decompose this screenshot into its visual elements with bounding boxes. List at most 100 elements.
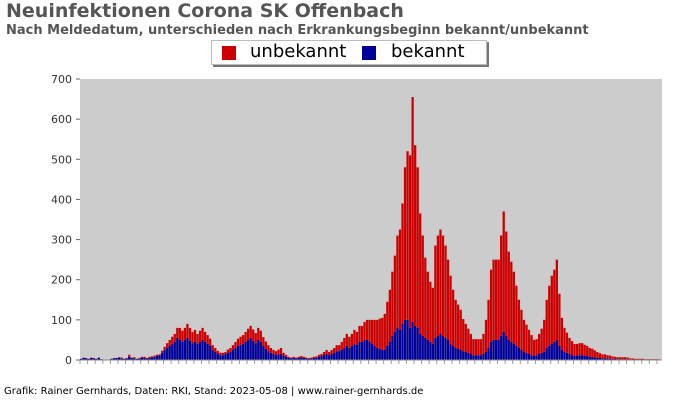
bar-bekannt <box>315 357 318 360</box>
bar-bekannt <box>403 319 407 360</box>
bar-bekannt <box>611 358 614 360</box>
bar-bekannt <box>168 345 171 360</box>
bar-bekannt <box>543 351 546 360</box>
bar-bekannt <box>155 355 159 360</box>
bar-bekannt <box>426 339 429 360</box>
bar-unbekannt <box>191 331 194 344</box>
bar-unbekannt <box>426 271 429 340</box>
bar-bekannt <box>236 345 240 360</box>
bar-bekannt <box>130 357 133 360</box>
bar-bekannt <box>272 353 275 360</box>
bar-unbekannt <box>272 349 275 354</box>
bar-unbekannt <box>406 151 409 320</box>
bar-bekannt <box>540 352 543 360</box>
bar-bekannt <box>117 357 121 360</box>
bar-unbekannt <box>431 287 435 344</box>
bar-unbekannt <box>264 341 267 349</box>
bar-bekannt <box>500 335 503 360</box>
bar-bekannt <box>292 357 295 360</box>
bar-unbekannt <box>454 299 457 348</box>
bar-unbekannt <box>181 330 184 342</box>
bar-unbekannt <box>634 358 637 360</box>
bar-bekannt <box>320 355 323 360</box>
bar-bekannt <box>345 345 348 360</box>
bar-bekannt <box>87 358 90 360</box>
bar-bekannt <box>596 357 599 360</box>
bars-group <box>80 97 660 360</box>
bar-unbekannt <box>128 354 131 357</box>
bar-unbekannt <box>320 353 323 356</box>
bar-bekannt <box>188 340 192 360</box>
bar-bekannt <box>284 356 288 360</box>
bar-unbekannt <box>555 259 558 340</box>
bar-unbekannt <box>290 357 293 359</box>
bar-unbekannt <box>284 354 288 357</box>
y-axis: 0 100 200 300 400 500 600 700 <box>51 73 80 367</box>
bar-bekannt <box>520 349 523 360</box>
bar-unbekannt <box>477 339 480 356</box>
bar-bekannt <box>355 344 359 360</box>
bar-unbekannt <box>166 343 169 348</box>
legend-swatch-bekannt <box>362 46 376 60</box>
bar-bekannt <box>97 357 100 360</box>
bar-unbekannt <box>378 318 381 349</box>
bar-unbekannt <box>350 333 354 346</box>
chart-title: Neuinfektionen Corona SK Offenbach <box>6 0 404 22</box>
bar-bekannt <box>198 341 202 360</box>
bar-unbekannt <box>317 354 321 357</box>
bar-bekannt <box>287 357 290 360</box>
bar-bekannt <box>494 339 498 360</box>
bar-bekannt <box>183 339 187 360</box>
bar-bekannt <box>591 356 594 360</box>
bar-bekannt <box>439 333 442 360</box>
bar-unbekannt <box>160 350 164 353</box>
bar-unbekannt <box>631 358 634 360</box>
footer-credit: Grafik: Rainer Gernhards, Daten: RKI, St… <box>4 386 424 397</box>
bar-bekannt <box>378 348 381 360</box>
bar-unbekannt <box>563 327 566 352</box>
bar-bekannt <box>451 345 455 360</box>
bar-bekannt <box>436 335 440 360</box>
bar-bekannt <box>505 335 508 360</box>
bar-unbekannt <box>535 339 538 356</box>
bar-bekannt <box>401 323 404 360</box>
bar-bekannt <box>462 351 465 360</box>
bar-unbekannt <box>335 345 338 352</box>
bar-bekannt <box>419 333 422 360</box>
bar-unbekannt <box>573 343 576 356</box>
bar-bekannt <box>138 358 141 360</box>
bar-unbekannt <box>626 357 629 360</box>
bar-bekannt <box>290 358 293 360</box>
bar-unbekannt <box>553 269 556 342</box>
bar-unbekannt <box>257 327 260 340</box>
bar-unbekannt <box>639 358 642 360</box>
bar-unbekannt <box>532 339 536 356</box>
bar-bekannt <box>398 329 402 360</box>
bar-bekannt <box>515 345 518 360</box>
bar-bekannt <box>267 351 270 360</box>
bar-unbekannt <box>414 145 417 326</box>
bar-bekannt <box>252 340 255 360</box>
bar-bekannt <box>489 341 493 360</box>
bar-unbekannt <box>262 337 265 346</box>
bar-unbekannt <box>267 345 270 352</box>
bar-unbekannt <box>560 317 564 350</box>
y-tick-label: 200 <box>51 274 72 287</box>
bar-unbekannt <box>419 213 422 334</box>
bar-bekannt <box>239 344 242 360</box>
bar-bekannt <box>335 351 338 360</box>
bar-bekannt <box>259 341 262 360</box>
bar-bekannt <box>143 357 146 360</box>
bar-unbekannt <box>398 229 402 330</box>
bar-unbekannt <box>401 203 404 324</box>
bar-bekannt <box>421 335 424 360</box>
bar-bekannt <box>95 358 98 360</box>
bar-unbekannt <box>133 357 136 359</box>
bar-unbekannt <box>254 333 257 344</box>
bar-unbekannt <box>345 333 348 346</box>
bar-unbekannt <box>502 211 505 332</box>
bar-unbekannt <box>226 349 230 353</box>
bar-bekannt <box>123 358 126 360</box>
bar-bekannt <box>457 348 460 360</box>
